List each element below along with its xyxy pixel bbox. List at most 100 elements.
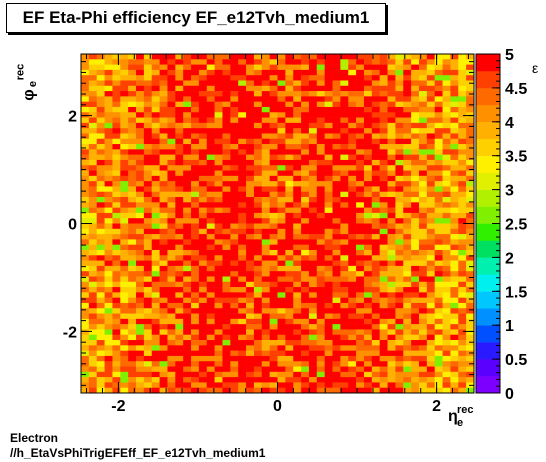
heatmap-cell xyxy=(159,59,168,65)
heatmap-cell xyxy=(167,244,176,251)
heatmap-cell xyxy=(120,128,129,134)
heatmap-cell xyxy=(434,117,443,124)
heatmap-cell xyxy=(316,329,325,336)
heatmap-cell xyxy=(261,239,270,245)
heatmap-cell xyxy=(230,212,239,219)
heatmap-cell xyxy=(269,101,278,108)
heatmap-cell xyxy=(316,212,325,219)
heatmap-cell xyxy=(395,297,404,304)
heatmap-cell xyxy=(112,345,121,351)
heatmap-cell xyxy=(332,308,341,314)
heatmap-cell xyxy=(371,170,380,177)
heatmap-cell xyxy=(143,228,153,235)
heatmap-cell xyxy=(277,377,286,383)
heatmap-cell xyxy=(340,255,349,261)
heatmap-cell xyxy=(191,271,200,277)
heatmap-cell xyxy=(466,297,475,304)
heatmap-cell xyxy=(379,345,388,351)
heatmap-cell xyxy=(332,287,341,293)
heatmap-cell xyxy=(143,128,153,134)
heatmap-cell xyxy=(206,249,215,256)
heatmap-cell xyxy=(238,64,247,71)
heatmap-cell xyxy=(442,239,451,245)
heatmap-cell xyxy=(411,281,420,288)
heatmap-cell xyxy=(269,181,278,187)
heatmap-cell xyxy=(81,318,90,325)
heatmap-cell xyxy=(175,144,184,150)
heatmap-cell xyxy=(426,106,435,113)
heatmap-cell xyxy=(143,292,153,298)
heatmap-cell xyxy=(151,181,160,187)
heatmap-cell xyxy=(112,133,121,140)
heatmap-cell xyxy=(411,69,420,76)
heatmap-cell xyxy=(167,239,176,245)
heatmap-cell xyxy=(403,64,412,71)
heatmap-cell xyxy=(246,355,255,362)
heatmap-cell xyxy=(222,340,231,346)
heatmap-cell xyxy=(418,202,428,208)
heatmap-cell xyxy=(411,239,420,245)
heatmap-cell xyxy=(301,207,310,214)
heatmap-cell xyxy=(403,361,412,367)
heatmap-cell xyxy=(230,159,239,166)
heatmap-cell xyxy=(285,223,294,230)
heatmap-cell xyxy=(458,228,467,235)
heatmap-cell xyxy=(403,297,412,304)
heatmap-cell xyxy=(151,133,160,140)
heatmap-cell xyxy=(434,106,443,113)
heatmap-cell xyxy=(316,318,325,325)
heatmap-cell xyxy=(175,318,184,325)
heatmap-cell xyxy=(120,101,129,108)
heatmap-cell xyxy=(198,249,208,256)
heatmap-cell xyxy=(442,75,451,81)
heatmap-cell xyxy=(269,345,278,351)
heatmap-cell xyxy=(128,223,137,230)
heatmap-cell xyxy=(332,96,341,102)
heatmap-cell xyxy=(395,244,404,251)
heatmap-cell xyxy=(159,191,168,198)
heatmap-cell xyxy=(450,308,459,314)
heatmap-cell xyxy=(88,207,98,214)
heatmap-cell xyxy=(371,355,380,362)
heatmap-cell xyxy=(191,186,200,193)
heatmap-cell xyxy=(348,355,357,362)
heatmap-cell xyxy=(466,181,475,187)
heatmap-cell xyxy=(348,292,357,298)
heatmap-cell xyxy=(269,149,278,155)
heatmap-cell xyxy=(403,144,412,150)
heatmap-cell xyxy=(167,387,176,394)
heatmap-cell xyxy=(96,239,105,245)
heatmap-cell xyxy=(246,170,255,177)
heatmap-cell xyxy=(81,308,90,314)
heatmap-cell xyxy=(379,112,388,118)
heatmap-cell xyxy=(175,175,184,182)
heatmap-cell xyxy=(88,255,98,261)
heatmap-cell xyxy=(379,149,388,155)
heatmap-cell xyxy=(151,249,160,256)
heatmap-cell xyxy=(214,170,223,177)
heatmap-cell xyxy=(88,197,98,203)
heatmap-cell xyxy=(434,334,443,341)
heatmap-cell xyxy=(246,297,255,304)
heatmap-cell xyxy=(191,170,200,177)
heatmap-cell xyxy=(96,133,105,140)
heatmap-cell xyxy=(128,96,137,102)
heatmap-cell xyxy=(301,382,310,389)
heatmap-cell xyxy=(442,144,451,150)
heatmap-cell xyxy=(403,239,412,245)
heatmap-cell xyxy=(128,276,137,283)
heatmap-cell xyxy=(277,340,286,346)
heatmap-cell xyxy=(151,244,160,251)
heatmap-cell xyxy=(379,69,388,76)
heatmap-cell xyxy=(450,324,459,330)
heatmap-cell xyxy=(466,223,475,230)
heatmap-cell xyxy=(151,340,160,346)
heatmap-cell xyxy=(128,265,137,272)
heatmap-cell xyxy=(143,239,153,245)
heatmap-cell xyxy=(442,371,451,378)
heatmap-cell xyxy=(293,318,302,325)
heatmap-cell xyxy=(81,159,90,166)
heatmap-cell xyxy=(434,144,443,150)
heatmap-cell xyxy=(88,324,98,330)
heatmap-cell xyxy=(458,302,467,309)
